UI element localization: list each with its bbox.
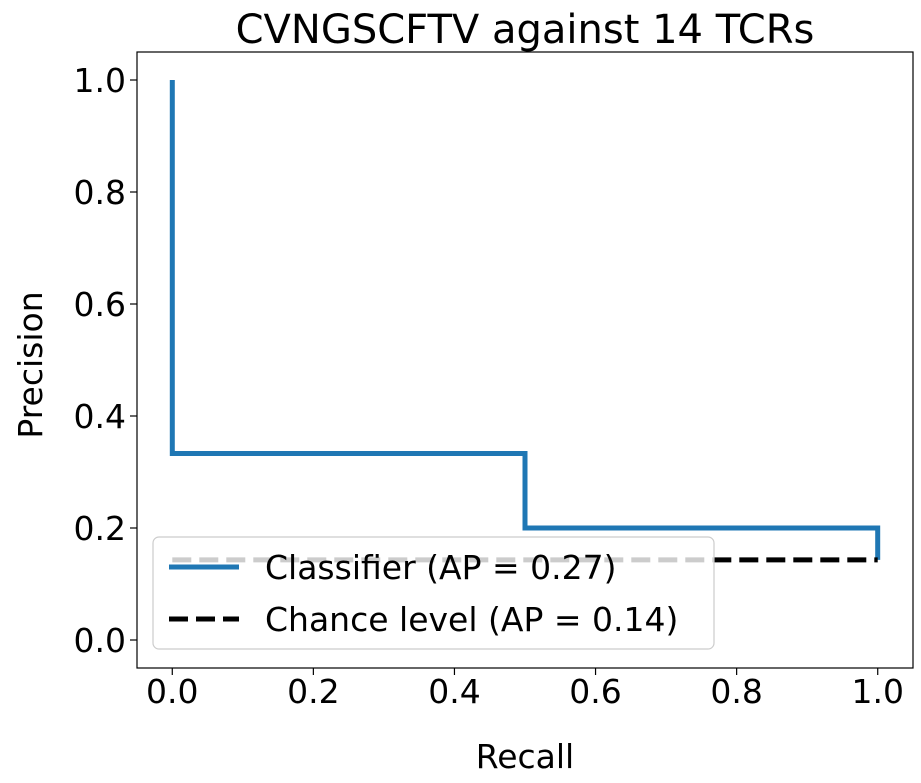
x-axis-ticks: 0.0 0.2 0.4 0.6 0.8 1.0	[146, 668, 904, 711]
y-tick-label: 0.6	[74, 285, 126, 324]
y-tick-label: 0.8	[74, 173, 126, 212]
y-tick-label: 1.0	[74, 61, 126, 100]
x-tick-label: 1.0	[851, 672, 903, 711]
legend-classifier-label: Classifier (AP = 0.27)	[265, 548, 616, 587]
x-tick-label: 0.6	[569, 672, 621, 711]
y-axis-label: Precision	[11, 291, 50, 438]
x-tick-label: 0.0	[146, 672, 198, 711]
x-axis-label: Recall	[476, 737, 574, 776]
chart-title: CVNGSCFTV against 14 TCRs	[236, 7, 815, 53]
y-tick-label: 0.2	[74, 509, 126, 548]
legend-chance-label: Chance level (AP = 0.14)	[265, 600, 678, 639]
axes-frame	[136, 51, 914, 669]
y-tick-label: 0.0	[74, 621, 126, 660]
x-tick-label: 0.4	[428, 672, 480, 711]
y-tick-label: 0.4	[74, 397, 126, 436]
x-tick-label: 0.8	[710, 672, 762, 711]
classifier-pr-line	[169, 80, 881, 560]
y-axis-ticks: 0.0 0.2 0.4 0.6 0.8 1.0	[74, 61, 137, 660]
x-tick-label: 0.2	[287, 672, 339, 711]
legend: Classifier (AP = 0.27) Chance level (AP =…	[152, 536, 715, 650]
legend-box	[152, 536, 715, 650]
